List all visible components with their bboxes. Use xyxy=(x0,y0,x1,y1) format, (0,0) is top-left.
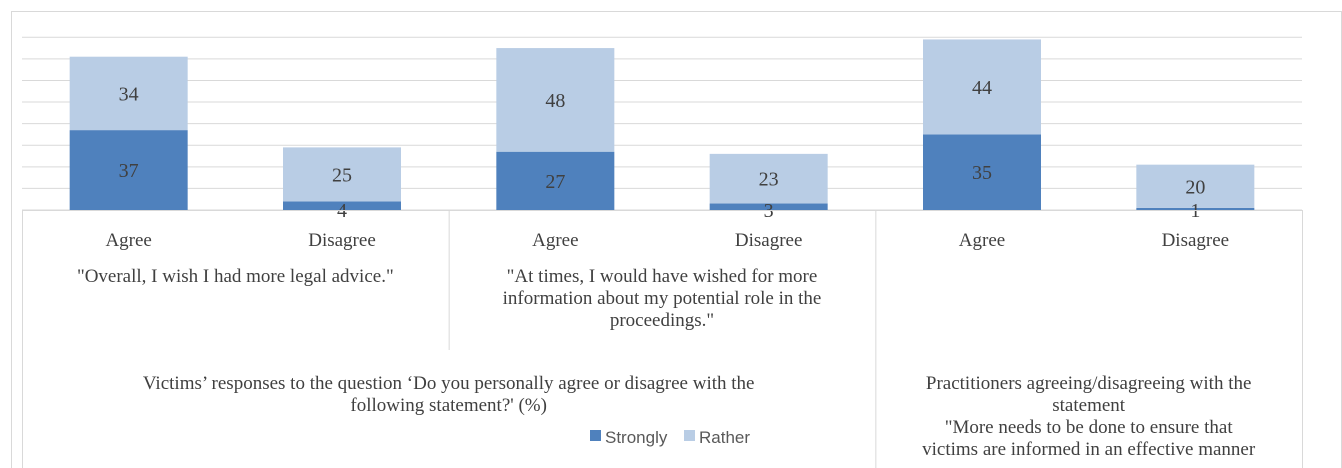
legend-swatch-strongly xyxy=(590,430,601,441)
bar-rather-4 xyxy=(923,39,1041,135)
bar-rather-5 xyxy=(1136,164,1255,208)
bar-rather-2 xyxy=(496,48,615,152)
data-label-rather-5: 20 xyxy=(1185,176,1205,198)
category-label-1: Disagree xyxy=(308,230,376,251)
bar-rather-3 xyxy=(709,153,828,204)
chart-border xyxy=(11,11,1342,468)
data-label-strongly-0: 37 xyxy=(119,160,139,182)
category-label-4: Agree xyxy=(959,230,1005,251)
bar-strongly-4 xyxy=(923,134,1041,210)
bar-strongly-5 xyxy=(1136,207,1255,210)
category-label-5: Disagree xyxy=(1162,230,1230,251)
section-title-0-line-1: following statement?' (%) xyxy=(350,395,547,416)
section-title-0-line-0: Victims’ responses to the question ‘Do y… xyxy=(143,373,755,394)
legend: Strongly Rather xyxy=(590,428,750,447)
group-label-0-line-0: "Overall, I wish I had more legal advice… xyxy=(77,266,394,287)
group-label-1-line-1: information about my potential role in t… xyxy=(503,288,822,309)
data-label-rather-1: 25 xyxy=(332,164,352,186)
legend-label-rather: Rather xyxy=(699,428,750,447)
legend-label-strongly: Strongly xyxy=(605,428,668,447)
data-label-rather-4: 44 xyxy=(972,77,992,99)
section-title-1-line-1: statement xyxy=(1052,395,1126,416)
data-label-strongly-4: 35 xyxy=(972,162,992,184)
section-title-1-line-3: victims are informed in an effective man… xyxy=(922,439,1256,460)
bar-rather-1 xyxy=(283,147,401,202)
category-label-3: Disagree xyxy=(735,230,803,251)
section-title-1-line-2: "More needs to be done to ensure that xyxy=(945,417,1234,438)
data-label-rather-2: 48 xyxy=(545,90,565,112)
bar-rather-0 xyxy=(69,56,188,131)
bar-strongly-3 xyxy=(709,203,828,210)
bar-strongly-1 xyxy=(283,201,401,210)
section-title-1-line-0: Practitioners agreeing/disagreeing with … xyxy=(926,373,1252,394)
bars xyxy=(69,39,1255,210)
category-axis: Agree Disagree Agree Disagree Agree Disagree "… xyxy=(22,210,1303,468)
data-label-strongly-2: 27 xyxy=(545,171,565,193)
group-label-1-line-2: proceedings." xyxy=(610,310,714,331)
data-label-rather-0: 34 xyxy=(119,83,139,105)
bar-strongly-0 xyxy=(69,130,188,210)
group-label-1-line-0: "At times, I would have wished for more xyxy=(507,266,818,287)
data-label-rather-3: 23 xyxy=(759,169,779,191)
legend-swatch-rather xyxy=(684,430,695,441)
category-label-0: Agree xyxy=(105,230,151,251)
bar-strongly-2 xyxy=(496,151,615,210)
section-titles: Victims’ responses to the question ‘Do y… xyxy=(143,373,1256,460)
category-label-2: Agree xyxy=(532,230,578,251)
